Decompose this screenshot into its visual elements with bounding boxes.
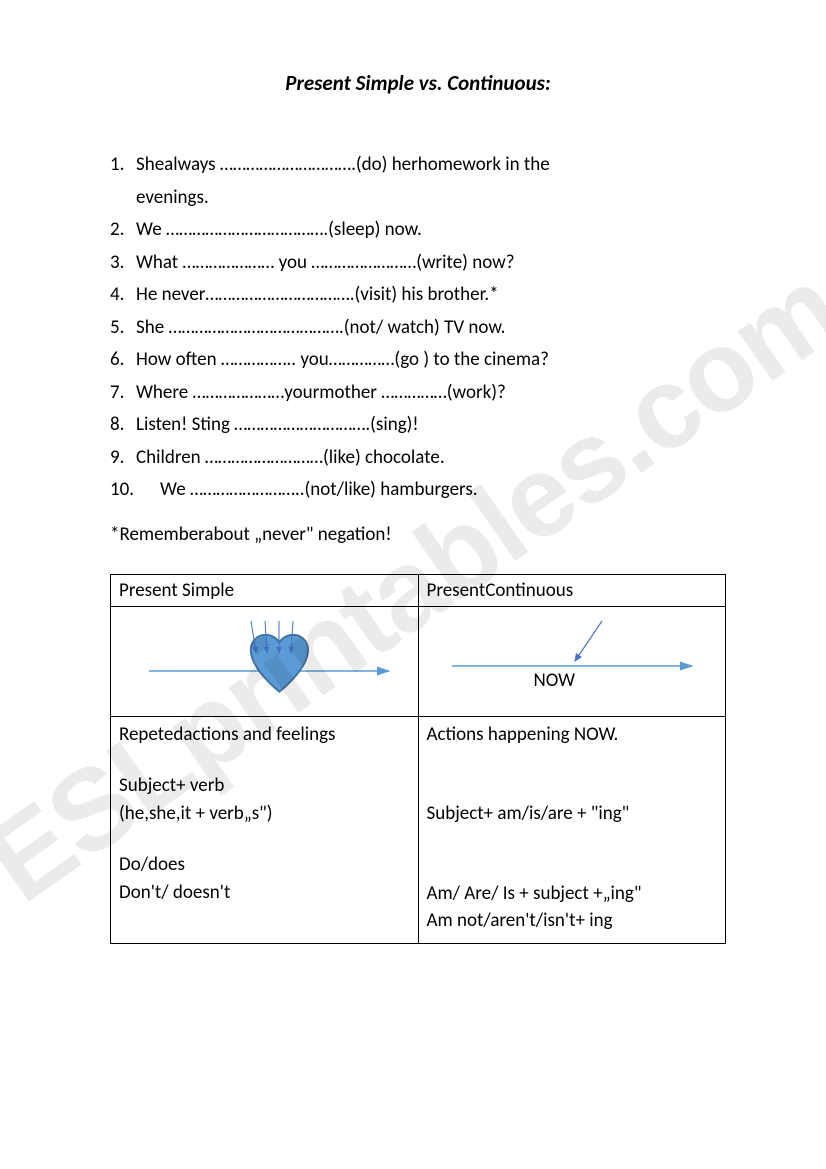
exercise-item: 4. He never…………………………….(visit) his broth… xyxy=(110,281,726,310)
diagram-present-continuous: NOW xyxy=(418,606,726,716)
item-number: 4. xyxy=(110,281,136,310)
timeline-now-icon xyxy=(427,611,717,711)
item-text: Children ………………………(like) chocolate. xyxy=(136,444,726,473)
item-number: 10. xyxy=(110,476,160,505)
now-label: NOW xyxy=(534,669,576,692)
item-number: 7. xyxy=(110,379,136,408)
desc-text: Subject+ verb (he,she,it + verb„s") xyxy=(119,772,410,827)
item-text: We ……………………………….(sleep) now. xyxy=(136,216,726,245)
exercise-list: 1. Shealways ………………………….(do) herhomework… xyxy=(110,151,726,505)
document-page: Present Simple vs. Continuous: 1. Shealw… xyxy=(0,0,826,1004)
item-text: She ………………………………….(not/ watch) TV now. xyxy=(136,314,726,343)
item-text: Shealways ………………………….(do) herhomework in… xyxy=(136,151,726,180)
diagram-present-simple xyxy=(111,606,419,716)
item-number: 5. xyxy=(110,314,136,343)
item-continuation: evenings. xyxy=(110,184,726,213)
comparison-table: Present Simple PresentContinuous xyxy=(110,574,726,944)
item-text: What ………………… you ……………………(write) now? xyxy=(136,249,726,278)
desc-text: Repetedactions and feelings xyxy=(119,721,410,749)
item-number: 9. xyxy=(110,444,136,473)
exercise-item: 10. We ……………………..(not/like) hamburgers. xyxy=(110,476,726,505)
item-text: He never…………………………….(visit) his brother.… xyxy=(136,281,726,310)
timeline-heart-icon xyxy=(119,611,409,711)
item-number: 8. xyxy=(110,411,136,440)
exercise-item: 3. What ………………… you ……………………(write) now? xyxy=(110,249,726,278)
exercise-item: 2. We ……………………………….(sleep) now. xyxy=(110,216,726,245)
exercise-item: 1. Shealways ………………………….(do) herhomework… xyxy=(110,151,726,180)
item-number: 6. xyxy=(110,346,136,375)
item-number: 2. xyxy=(110,216,136,245)
exercise-item: 6. How often …………….. you……………(go ) to th… xyxy=(110,346,726,375)
desc-text: Am/ Are/ Is + subject +„ing" Am not/aren… xyxy=(427,880,718,935)
exercise-item: 9. Children ………………………(like) chocolate. xyxy=(110,444,726,473)
footnote: *Rememberabout „never" negation! xyxy=(110,523,726,546)
desc-text: Do/does Don't/ doesn't xyxy=(119,851,410,906)
page-title: Present Simple vs. Continuous: xyxy=(110,70,726,96)
exercise-item: 7. Where …………………yourmother ……………(work)? xyxy=(110,379,726,408)
item-number: 1. xyxy=(110,151,136,180)
table-header-right: PresentContinuous xyxy=(418,574,726,606)
desc-text: Subject+ am/is/are + "ing" xyxy=(427,800,718,828)
table-desc-right: Actions happening NOW. Subject+ am/is/ar… xyxy=(418,716,726,943)
item-text: How often …………….. you……………(go ) to the c… xyxy=(136,346,726,375)
item-text: Listen! Sting ………………………….(sing)! xyxy=(136,411,726,440)
item-text: Where …………………yourmother ……………(work)? xyxy=(136,379,726,408)
desc-text: Actions happening NOW. xyxy=(427,721,718,749)
table-header-left: Present Simple xyxy=(111,574,419,606)
table-desc-left: Repetedactions and feelings Subject+ ver… xyxy=(111,716,419,943)
item-text: We ……………………..(not/like) hamburgers. xyxy=(160,476,726,505)
exercise-item: 8. Listen! Sting ………………………….(sing)! xyxy=(110,411,726,440)
exercise-item: 5. She ………………………………….(not/ watch) TV now… xyxy=(110,314,726,343)
item-number: 3. xyxy=(110,249,136,278)
